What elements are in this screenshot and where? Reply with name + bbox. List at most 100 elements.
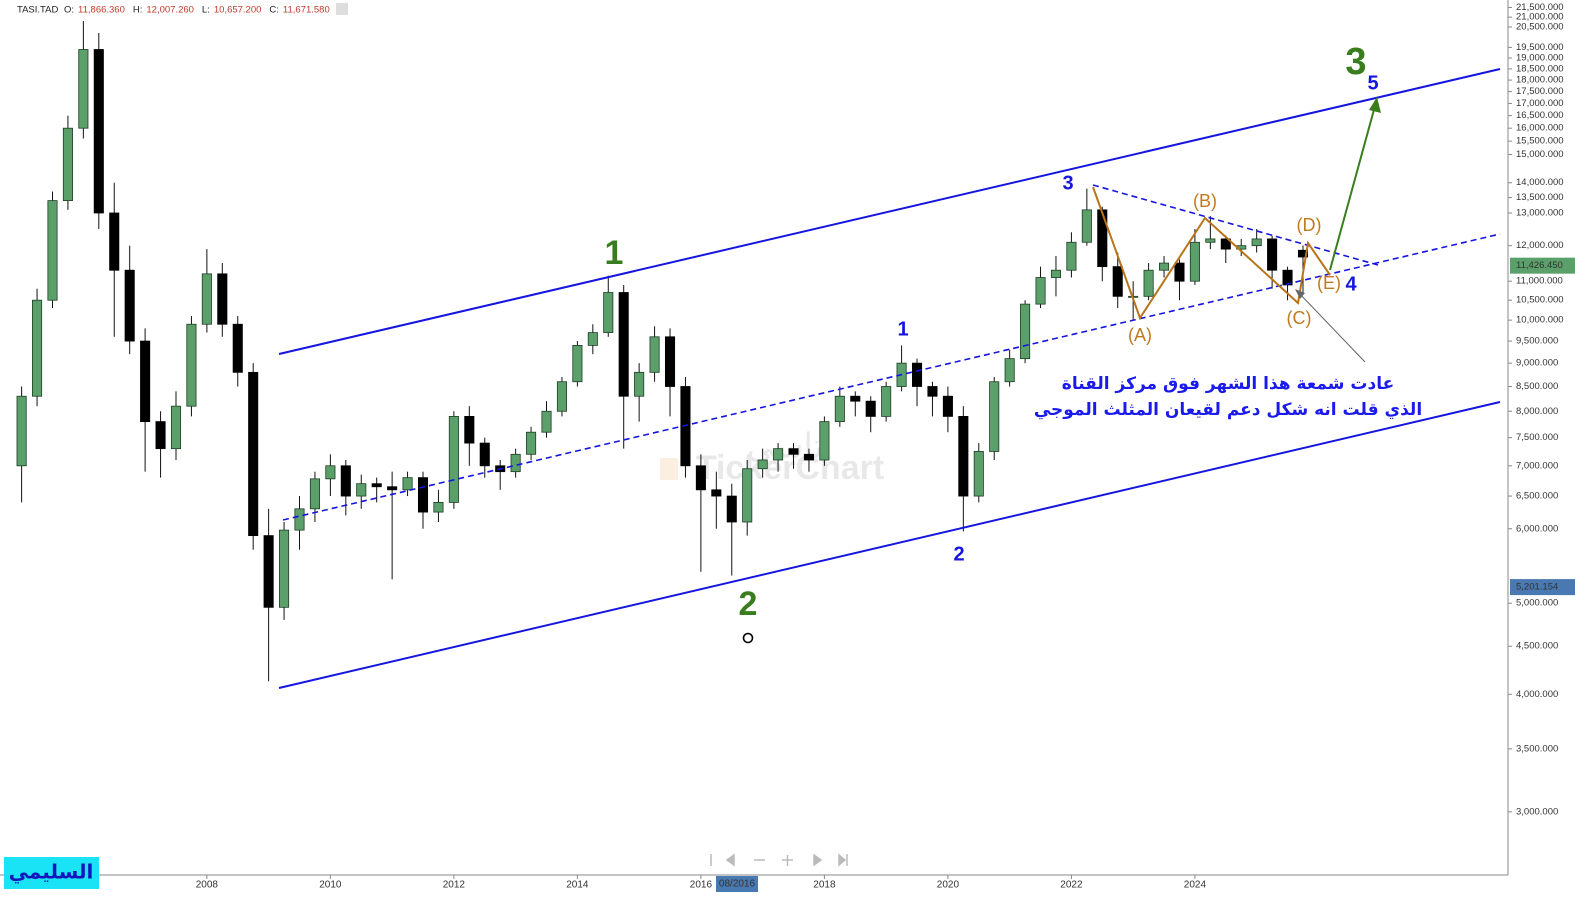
ticks: 21,500.00021,000.00020,500.00019,500.000…: [196, 2, 1564, 891]
candle-body: [1050, 269, 1062, 278]
symbol: TASI.TAD: [17, 5, 58, 16]
header-value: 11,866.360: [78, 5, 125, 16]
candle-body: [603, 292, 614, 333]
candle-body: [263, 535, 274, 608]
header: TASI.TAD O: 11,866.360 H: 12,007.260 L: 10,65…: [17, 5, 330, 16]
candle-body: [881, 386, 892, 417]
toolbar-forward[interactable]: [813, 853, 823, 867]
candle-body: [1267, 238, 1278, 271]
note-line: الذي قلت انه شكل دعم لقيعان المثلث الموج…: [1034, 400, 1422, 420]
candle-body: [572, 345, 583, 383]
candle-body: [664, 336, 676, 387]
candle-body: [325, 465, 336, 480]
candle-body: [294, 508, 305, 531]
candle-body: [1297, 249, 1309, 258]
wave-label: (D): [1297, 215, 1322, 235]
candle-body: [1282, 269, 1293, 286]
candles: [16, 21, 1309, 682]
y-tick-label: 10,500.000: [1516, 295, 1564, 306]
candle-body: [695, 465, 706, 491]
candle-body: [78, 49, 89, 129]
header-menu[interactable]: [336, 3, 348, 15]
toolbar-end[interactable]: [838, 853, 847, 867]
toolbar: [710, 853, 848, 867]
candle-body: [850, 395, 861, 402]
candle-body: [124, 269, 135, 342]
note-pointer-head: [1295, 289, 1305, 299]
candle-body: [170, 405, 182, 450]
header-key: C:: [269, 5, 279, 16]
y-tick-label: 18,000.000: [1516, 75, 1564, 86]
y-tick-label: 8,500.000: [1516, 381, 1558, 392]
y-tick-label: 4,000.000: [1516, 689, 1558, 700]
candle-body: [155, 421, 166, 450]
wave-label: 3: [1062, 172, 1073, 194]
price-tag: [1510, 579, 1575, 596]
candle-body: [464, 416, 475, 444]
candle-body: [541, 410, 552, 433]
candle-body: [556, 381, 567, 412]
y-tick-label: 16,500.000: [1516, 110, 1564, 121]
y-tick-label: 9,500.000: [1516, 336, 1558, 347]
x-tick-label: 2018: [813, 880, 836, 891]
candle-body: [371, 483, 382, 488]
price-tag-label: 5,201.154: [1516, 582, 1558, 593]
x-tick-label: 2008: [196, 880, 219, 891]
y-tick-label: 20,500.000: [1516, 21, 1564, 32]
candle-body: [1035, 277, 1046, 305]
note-pointer: [1297, 291, 1366, 363]
candle-body: [819, 421, 830, 461]
author-box: [4, 857, 99, 889]
candle-body: [433, 501, 444, 513]
channel-lower: [278, 401, 1501, 689]
header-value: 10,657.200: [214, 5, 262, 16]
y-tick-label: 6,500.000: [1516, 491, 1558, 502]
header-key: H:: [133, 5, 143, 16]
wave-label: 1: [605, 234, 624, 272]
candle-body: [448, 416, 459, 503]
y-tick-label: 21,500.000: [1516, 2, 1564, 13]
wave-label: (E): [1317, 273, 1341, 293]
header-key: L:: [202, 5, 210, 16]
x-tick-label: 2016: [690, 880, 713, 891]
candle-body: [417, 477, 429, 513]
toolbar-back[interactable]: [725, 853, 735, 867]
candle-body: [726, 495, 737, 523]
candle-body: [62, 127, 73, 202]
y-tick-label: 15,000.000: [1516, 149, 1564, 160]
wave5-arrowhead: [1369, 97, 1381, 113]
wave-label: (A): [1128, 325, 1152, 345]
candle-body: [942, 395, 953, 417]
candle-body: [1081, 209, 1092, 243]
candle-body: [232, 323, 243, 373]
x-tick-label: 2020: [937, 880, 960, 891]
y-tick-label: 3,000.000: [1516, 806, 1558, 817]
candle-body: [773, 448, 784, 461]
crosshair-label: 08/2016: [719, 879, 756, 890]
wave-label: 2: [739, 585, 758, 623]
y-tick-label: 5,000.000: [1516, 598, 1558, 609]
wave5-arrow: [1329, 105, 1376, 271]
candle-body: [927, 386, 938, 397]
header-key: O:: [64, 5, 74, 16]
wave-label: (C): [1287, 308, 1312, 328]
candle-body: [109, 212, 120, 271]
candle-body: [803, 453, 814, 461]
candle-body: [186, 323, 197, 407]
y-tick-label: 4,500.000: [1516, 641, 1558, 652]
candle-body: [618, 292, 629, 397]
candle-body: [1189, 241, 1200, 282]
y-tick-label: 3,500.000: [1516, 743, 1558, 754]
header-value: 12,007.260: [146, 5, 194, 16]
y-tick-label: 12,000.000: [1516, 240, 1564, 251]
watermark-text: TickerChart: [696, 449, 884, 487]
candle-body: [93, 49, 104, 214]
y-tick-label: 16,000.000: [1516, 123, 1564, 134]
wave-label: 5: [1367, 72, 1378, 94]
candle-body: [402, 477, 413, 491]
candle-body: [1251, 238, 1262, 247]
y-tick-label: 19,500.000: [1516, 42, 1564, 53]
candle-body: [634, 371, 645, 397]
abcde-wave: [1092, 186, 1331, 321]
